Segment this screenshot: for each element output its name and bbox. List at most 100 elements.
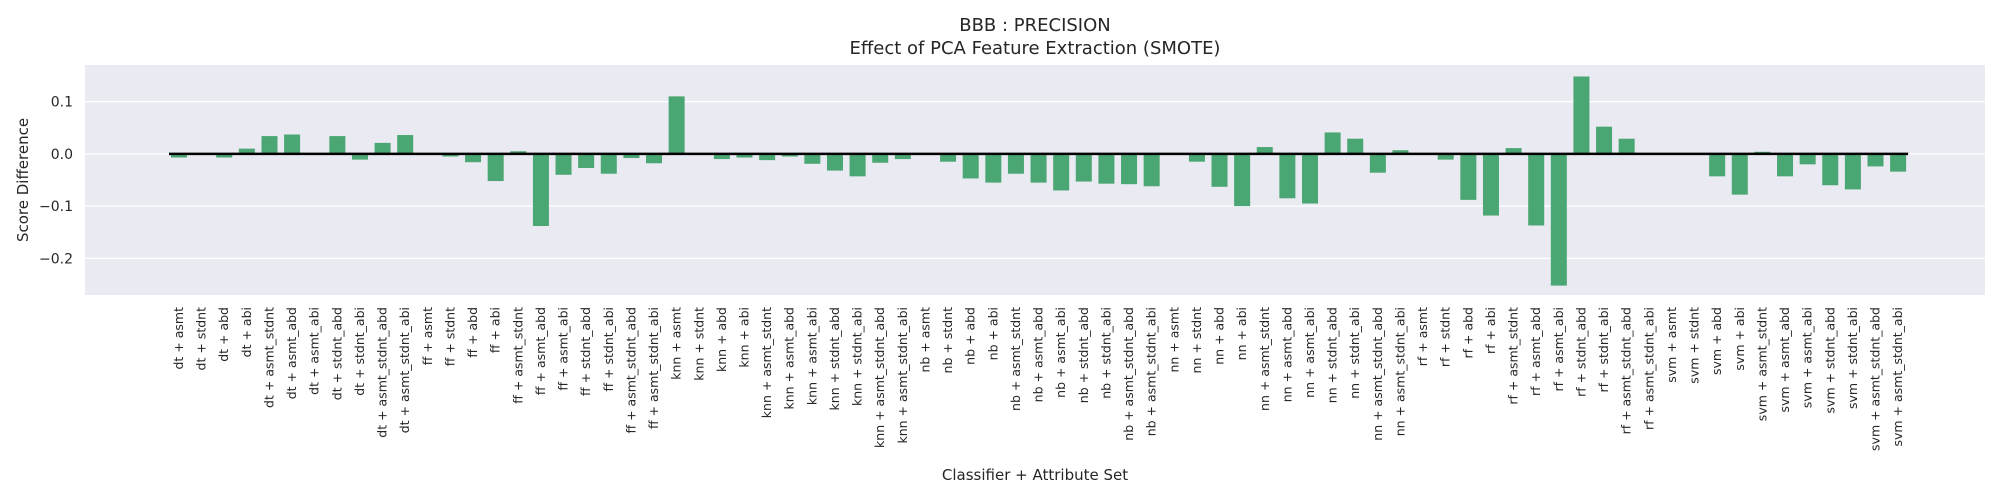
x-tick-label: ff + asmt_stdnt bbox=[510, 307, 525, 404]
x-tick-label: rf + stdnt_abi bbox=[1596, 307, 1611, 392]
x-tick-label: ff + asmt_abd bbox=[533, 307, 548, 395]
x-tick-label: ff + asmt_stdnt_abd bbox=[623, 307, 638, 433]
x-tick-label: nb + stdnt bbox=[940, 307, 955, 374]
x-tick-label: knn + stdnt bbox=[691, 307, 706, 381]
x-tick-label: dt + stdnt bbox=[194, 307, 209, 371]
x-tick-label: dt + stdnt_abd bbox=[329, 307, 344, 400]
x-tick-label: rf + abi bbox=[1483, 307, 1498, 354]
bar bbox=[351, 153, 368, 160]
x-tick-label: svm + stdnt bbox=[1687, 307, 1702, 384]
bar bbox=[804, 153, 821, 164]
x-tick-label: rf + asmt_stdnt_abd bbox=[1619, 307, 1634, 434]
bar bbox=[1890, 153, 1907, 172]
bar bbox=[713, 153, 730, 160]
bar bbox=[578, 153, 595, 168]
x-tick-label: rf + asmt_stdnt_abi bbox=[1641, 307, 1656, 430]
y-axis-label: Score Difference bbox=[14, 118, 32, 242]
x-tick-label: dt + asmt_stdnt_abi bbox=[397, 307, 412, 433]
bar bbox=[1121, 153, 1138, 185]
bar bbox=[1053, 153, 1070, 191]
x-tick-label: knn + stdnt_abi bbox=[850, 307, 865, 406]
x-tick-label: knn + asmt_stdnt bbox=[759, 307, 774, 418]
x-tick-label: nn + stdnt_abd bbox=[1325, 307, 1340, 403]
x-tick-label: ff + abd bbox=[465, 307, 480, 358]
bar bbox=[1143, 153, 1160, 187]
bar bbox=[374, 142, 391, 154]
bar bbox=[1188, 153, 1205, 162]
bar bbox=[487, 153, 504, 182]
x-tick-label: svm + stdnt_abd bbox=[1822, 307, 1837, 413]
bar bbox=[1075, 153, 1092, 182]
bar bbox=[1211, 153, 1228, 187]
chart-subtitle: Effect of PCA Feature Extraction (SMOTE) bbox=[850, 38, 1221, 59]
x-tick-label: rf + stdnt bbox=[1438, 307, 1453, 367]
x-tick-label: ff + asmt bbox=[420, 307, 435, 365]
x-tick-label: svm + abd bbox=[1709, 307, 1724, 375]
x-tick-label: svm + asmt bbox=[1664, 307, 1679, 383]
x-tick-label: ff + stdnt_abi bbox=[601, 307, 616, 392]
x-tick-label: knn + asmt bbox=[669, 307, 684, 380]
x-tick-label: rf + asmt_abi bbox=[1551, 307, 1566, 392]
bar bbox=[781, 153, 798, 157]
x-tick-label: nn + asmt_abi bbox=[1302, 307, 1317, 398]
bar bbox=[1573, 76, 1590, 154]
bar bbox=[510, 151, 527, 154]
y-tick-label: −0.1 bbox=[39, 199, 73, 215]
bar bbox=[465, 153, 482, 163]
x-tick-label: ff + stdnt_abd bbox=[578, 307, 593, 396]
bar bbox=[668, 96, 685, 154]
bar bbox=[1731, 153, 1748, 195]
y-tick-label: 0.0 bbox=[51, 147, 73, 163]
bar bbox=[1777, 153, 1794, 177]
x-tick-label: ff + asmt_abi bbox=[556, 307, 571, 391]
x-tick-label: knn + abd bbox=[714, 307, 729, 372]
bar bbox=[1528, 153, 1545, 226]
x-tick-label: nb + asmt_stdnt_abd bbox=[1121, 307, 1136, 441]
y-axis-ticks: 0.1 0.0 −0.1 −0.2 bbox=[39, 95, 73, 268]
x-tick-label: knn + stdnt_abd bbox=[827, 307, 842, 410]
bar bbox=[1550, 153, 1567, 286]
bar bbox=[600, 153, 617, 174]
x-tick-label: rf + asmt_abd bbox=[1528, 307, 1543, 396]
bar bbox=[1007, 153, 1024, 174]
bar bbox=[849, 153, 866, 177]
bar bbox=[1234, 153, 1251, 207]
x-tick-label: nn + asmt bbox=[1166, 307, 1181, 373]
x-tick-label: nn + abi bbox=[1234, 307, 1249, 360]
x-tick-label: nb + abd bbox=[963, 307, 978, 365]
x-tick-label: dt + asmt_abd bbox=[284, 307, 299, 399]
bar bbox=[1709, 153, 1726, 177]
bars bbox=[171, 76, 1907, 286]
y-tick-label: 0.1 bbox=[51, 95, 73, 111]
chart-title: BBB : PRECISION bbox=[959, 15, 1111, 36]
x-axis-label: Classifier + Attribute Set bbox=[942, 466, 1128, 484]
x-tick-label: ff + abi bbox=[488, 307, 503, 353]
x-tick-label: nb + asmt_abd bbox=[1031, 307, 1046, 402]
x-axis-ticks: dt + asmt dt + stdnt dt + abd dt + abi dt + … bbox=[171, 307, 1905, 451]
x-tick-label: nn + asmt_abd bbox=[1279, 307, 1294, 402]
x-tick-label: nb + stdnt_abd bbox=[1076, 307, 1091, 403]
x-tick-label: knn + asmt_stdnt_abd bbox=[872, 307, 887, 448]
x-tick-label: svm + stdnt_abi bbox=[1845, 307, 1860, 409]
x-tick-label: nb + asmt_stdnt_abi bbox=[1144, 307, 1159, 436]
x-tick-label: knn + asmt_stdnt_abi bbox=[895, 307, 910, 444]
bar bbox=[826, 153, 843, 171]
x-tick-label: svm + asmt_stdnt_abd bbox=[1868, 307, 1883, 451]
bar bbox=[442, 153, 459, 157]
bar bbox=[171, 153, 187, 158]
bar bbox=[1505, 148, 1522, 154]
x-tick-label: nn + asmt_stdnt bbox=[1257, 307, 1272, 411]
bar bbox=[238, 148, 255, 154]
bar bbox=[1822, 153, 1839, 186]
x-tick-label: svm + abi bbox=[1732, 307, 1747, 371]
bar bbox=[736, 153, 753, 158]
x-tick-label: nb + stdnt_abi bbox=[1098, 307, 1113, 399]
bar bbox=[532, 153, 549, 226]
x-tick-label: nn + stdnt_abi bbox=[1347, 307, 1362, 399]
x-tick-label: dt + abi bbox=[239, 307, 254, 357]
bar bbox=[1098, 153, 1115, 184]
x-tick-label: nn + asmt_stdnt_abd bbox=[1370, 307, 1385, 441]
bar bbox=[1460, 153, 1477, 200]
